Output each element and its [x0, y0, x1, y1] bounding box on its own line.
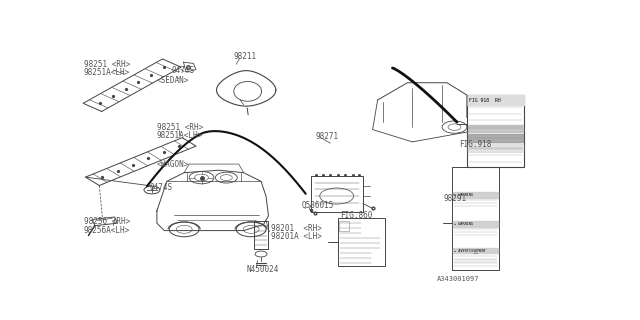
Text: ⚠: ⚠ [473, 250, 478, 255]
Text: <WAGON>: <WAGON> [157, 160, 189, 169]
Text: 98251 <RH>: 98251 <RH> [84, 60, 130, 69]
Bar [453, 192, 498, 197]
Bar [452, 166, 499, 270]
Bar [468, 124, 523, 132]
Text: 0474S: 0474S [150, 183, 173, 192]
Bar [453, 221, 498, 227]
Text: FIG 918  RH: FIG 918 RH [469, 98, 500, 102]
Text: 98256A<LH>: 98256A<LH> [84, 226, 130, 235]
Text: 98251A<LH>: 98251A<LH> [157, 131, 203, 140]
Bar [467, 95, 524, 166]
Text: FIG.860: FIG.860 [340, 211, 372, 220]
Text: FIG.918: FIG.918 [460, 140, 492, 149]
Text: 98211: 98211 [234, 52, 257, 61]
Text: 98256 <RH>: 98256 <RH> [84, 218, 130, 227]
Text: N450024: N450024 [246, 265, 278, 274]
Text: 98251A<LH>: 98251A<LH> [84, 68, 130, 77]
Bar [253, 221, 269, 249]
Text: Q586015: Q586015 [301, 201, 333, 210]
Text: <SEDAN>: <SEDAN> [157, 76, 189, 85]
Text: ⚠ WARNING: ⚠ WARNING [454, 193, 474, 197]
Bar [468, 144, 523, 152]
Text: ⚠ WARNING: ⚠ WARNING [454, 222, 474, 226]
Bar [338, 218, 385, 266]
Bar [310, 176, 363, 212]
Text: 0474S: 0474S [172, 66, 195, 75]
Text: 98271: 98271 [316, 132, 339, 141]
Bar [468, 134, 523, 142]
Bar [467, 95, 524, 105]
Text: A343001097: A343001097 [437, 276, 479, 282]
Bar [339, 221, 349, 231]
Text: 98291: 98291 [444, 194, 467, 203]
Text: 98201A <LH>: 98201A <LH> [271, 231, 322, 241]
Text: 98251 <RH>: 98251 <RH> [157, 123, 203, 132]
Bar [453, 248, 498, 253]
Text: ⚠ AVERTISSEMENT: ⚠ AVERTISSEMENT [454, 249, 486, 253]
Text: 98201  <RH>: 98201 <RH> [271, 224, 322, 233]
